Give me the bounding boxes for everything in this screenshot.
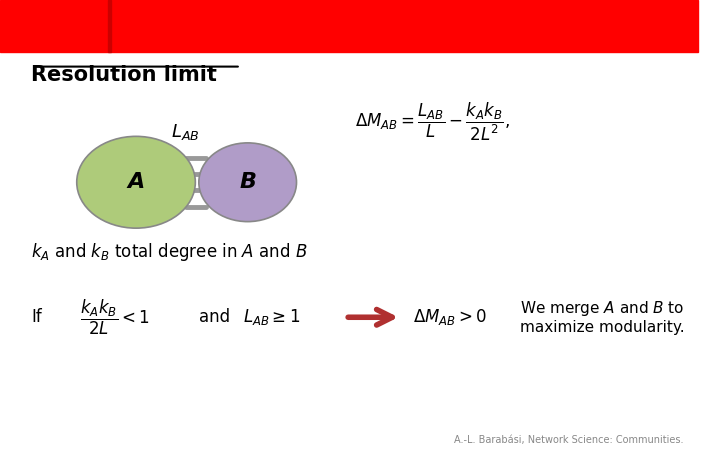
Text: $\Delta M_{AB} > 0$: $\Delta M_{AB} > 0$ bbox=[413, 307, 487, 327]
Text: $k_A$ and $k_B$ total degree in $A$ and $B$: $k_A$ and $k_B$ total degree in $A$ and … bbox=[32, 241, 308, 263]
Text: Section 4: Section 4 bbox=[4, 17, 98, 35]
Ellipse shape bbox=[77, 136, 195, 228]
Text: A: A bbox=[127, 172, 145, 192]
Ellipse shape bbox=[199, 143, 297, 222]
Text: Resolution limit: Resolution limit bbox=[32, 65, 217, 85]
Text: A.-L. Barabási, Network Science: Communities.: A.-L. Barabási, Network Science: Communi… bbox=[454, 436, 684, 446]
Text: B: B bbox=[239, 172, 256, 192]
Text: If: If bbox=[32, 308, 42, 326]
Text: and: and bbox=[199, 308, 230, 326]
Text: $\dfrac{k_A k_B}{2L} < 1$: $\dfrac{k_A k_B}{2L} < 1$ bbox=[80, 297, 150, 337]
Text: $L_{AB} \geq 1$: $L_{AB} \geq 1$ bbox=[243, 307, 300, 327]
FancyArrowPatch shape bbox=[348, 310, 392, 325]
Text: We merge $A$ and $B$ to
maximize modularity.: We merge $A$ and $B$ to maximize modular… bbox=[520, 299, 685, 335]
Text: Limits of Modularity: Limits of Modularity bbox=[287, 16, 508, 36]
Text: $L_{AB}$: $L_{AB}$ bbox=[171, 122, 199, 142]
Text: $\Delta M_{AB} = \dfrac{L_{AB}}{L} - \dfrac{k_A k_B}{2L^2},$: $\Delta M_{AB} = \dfrac{L_{AB}}{L} - \df… bbox=[355, 100, 510, 143]
